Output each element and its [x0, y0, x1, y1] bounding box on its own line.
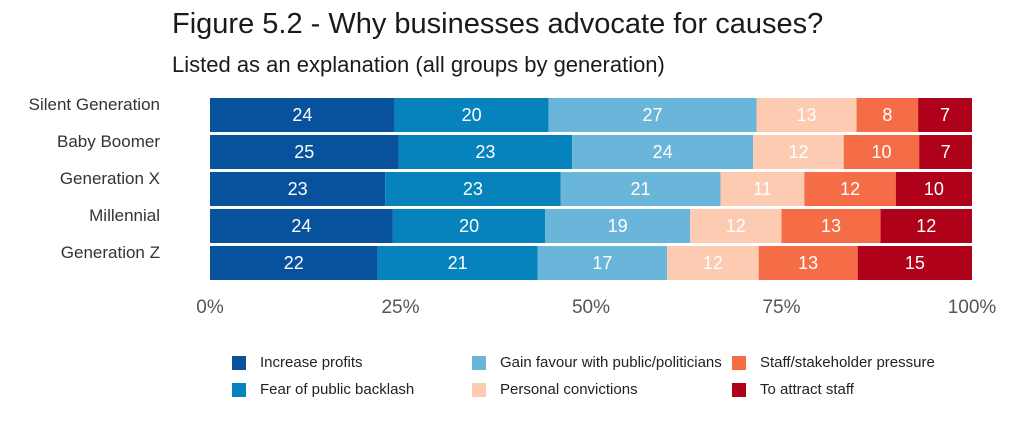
category-label: Generation Z [61, 243, 160, 262]
bar-segment [918, 98, 972, 132]
bar-value-label: 19 [608, 216, 628, 236]
bar-segment [690, 209, 782, 243]
bar-segment [537, 246, 668, 280]
x-tick-label: 25% [381, 297, 419, 318]
x-tick-label: 50% [572, 297, 610, 318]
bar-value-label: 23 [463, 179, 483, 199]
category-label: Silent Generation [29, 95, 160, 114]
bar-value-label: 8 [882, 105, 892, 125]
bar-value-label: 23 [475, 142, 495, 162]
bar-value-label: 7 [941, 142, 951, 162]
bar-segment [720, 172, 805, 206]
bar-segment [385, 172, 561, 206]
bar-segment [856, 98, 919, 132]
bar-value-label: 25 [294, 142, 314, 162]
legend-label: Gain favour with public/politicians [500, 354, 722, 371]
legend-swatch [732, 382, 746, 397]
legend-label: Staff/stakeholder pressure [760, 354, 935, 371]
x-tick-label: 100% [948, 297, 997, 318]
bar-segment [667, 246, 759, 280]
bar-value-label: 12 [726, 216, 746, 236]
bar-value-label: 12 [788, 142, 808, 162]
bar-segment [756, 98, 857, 132]
bar-value-label: 24 [653, 142, 673, 162]
legend-item: Personal convictions [472, 381, 638, 398]
bar-segment [804, 172, 896, 206]
bar-value-label: 12 [703, 253, 723, 273]
legend-item: Staff/stakeholder pressure [732, 354, 935, 371]
legend-item: To attract staff [732, 381, 854, 398]
bar-value-label: 27 [643, 105, 663, 125]
legend-item: Increase profits [232, 354, 363, 371]
bar-segment [210, 209, 393, 243]
bar-segment [394, 98, 549, 132]
bar-segment [548, 98, 757, 132]
bar-segment [919, 135, 972, 169]
bar-segment [210, 135, 399, 169]
bar-value-label: 10 [924, 179, 944, 199]
category-label: Baby Boomer [57, 132, 160, 151]
bar-value-label: 23 [288, 179, 308, 199]
bar-segment [857, 246, 972, 280]
bar-value-label: 12 [840, 179, 860, 199]
bar-segment [210, 172, 386, 206]
bar-segment [377, 246, 538, 280]
legend-swatch [472, 355, 486, 370]
legend-swatch [732, 355, 746, 370]
category-label: Millennial [89, 206, 160, 225]
bar-segment [210, 246, 378, 280]
chart-title: Figure 5.2 - Why businesses advocate for… [172, 8, 824, 40]
bar-segment [753, 135, 844, 169]
legend-label: Fear of public backlash [260, 381, 415, 398]
legend-label: Personal convictions [500, 381, 638, 398]
bar-value-label: 13 [796, 105, 816, 125]
legend-swatch [472, 382, 486, 397]
bar-segment [880, 209, 972, 243]
bar-segment [758, 246, 858, 280]
legend-label: Increase profits [260, 354, 363, 371]
bar-segment [781, 209, 881, 243]
bar-value-label: 11 [753, 179, 772, 199]
chart-legend: Increase profits Fear of public backlash G… [232, 354, 992, 406]
bar-segment [392, 209, 546, 243]
bar-segment [210, 98, 395, 132]
bar-segment [572, 135, 754, 169]
bar-value-label: 13 [821, 216, 841, 236]
legend-label: To attract staff [760, 381, 854, 398]
bar-value-label: 10 [871, 142, 891, 162]
x-tick-label: 0% [196, 297, 224, 318]
x-tick-label: 75% [762, 297, 800, 318]
bar-value-label: 17 [592, 253, 612, 273]
bar-value-label: 15 [905, 253, 925, 273]
bar-value-label: 13 [798, 253, 818, 273]
bar-segment [545, 209, 691, 243]
legend-item: Gain favour with public/politicians [472, 354, 722, 371]
bar-segment [843, 135, 920, 169]
bar-segment [895, 172, 972, 206]
bar-value-label: 20 [462, 105, 482, 125]
bar-segment [560, 172, 721, 206]
legend-swatch [232, 382, 246, 397]
bar-value-label: 21 [631, 179, 651, 199]
legend-item: Fear of public backlash [232, 381, 414, 398]
bar-value-label: 12 [916, 216, 936, 236]
bar-value-label: 20 [459, 216, 479, 236]
bar-value-label: 7 [940, 105, 950, 125]
bar-value-label: 24 [292, 105, 312, 125]
chart-subtitle: Listed as an explanation (all groups by … [172, 52, 665, 77]
category-label: Generation X [60, 169, 160, 188]
bar-value-label: 22 [284, 253, 304, 273]
bar-value-label: 21 [448, 253, 468, 273]
legend-swatch [232, 355, 246, 370]
bar-segment [398, 135, 573, 169]
stacked-bar-chart: 24 20 27 13 8 7 Silent Generation 25 23 24 12 10 7 Ba… [29, 95, 997, 318]
bar-value-label: 24 [291, 216, 311, 236]
